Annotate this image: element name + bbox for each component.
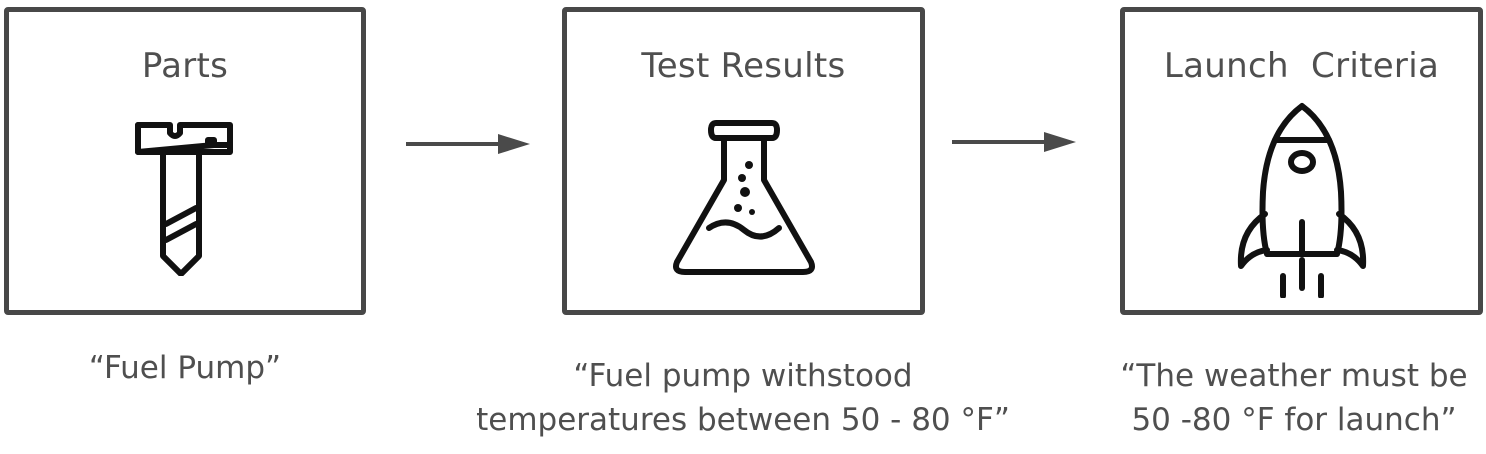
caption-line: temperatures between 50 - 80 °F” xyxy=(476,402,1010,438)
arrow-right-icon xyxy=(406,134,530,154)
parts-title: Parts xyxy=(141,46,229,86)
test-results-box: Test Results xyxy=(562,7,925,315)
test-results-caption: “Fuel pump withstood temperatures betwee… xyxy=(443,354,1043,442)
caption-line: “Fuel Pump” xyxy=(88,350,282,386)
caption-line: “Fuel pump withstood xyxy=(573,358,913,394)
caption-line: “The weather must be xyxy=(1120,358,1468,394)
test-results-title: Test Results xyxy=(641,46,846,86)
flask-icon xyxy=(672,120,815,275)
launch-criteria-title: Launch Criteria xyxy=(1163,46,1440,86)
caption-line: 50 -80 °F for launch” xyxy=(1131,402,1457,438)
parts-caption: “Fuel Pump” xyxy=(4,346,366,390)
parts-box: Parts xyxy=(4,7,366,315)
launch-criteria-caption: “The weather must be 50 -80 °F for launc… xyxy=(1102,354,1486,442)
launch-criteria-box: Launch Criteria xyxy=(1120,7,1483,315)
rocket-icon xyxy=(1237,103,1366,298)
screw-icon xyxy=(135,122,233,276)
arrow-right-icon xyxy=(952,132,1076,152)
